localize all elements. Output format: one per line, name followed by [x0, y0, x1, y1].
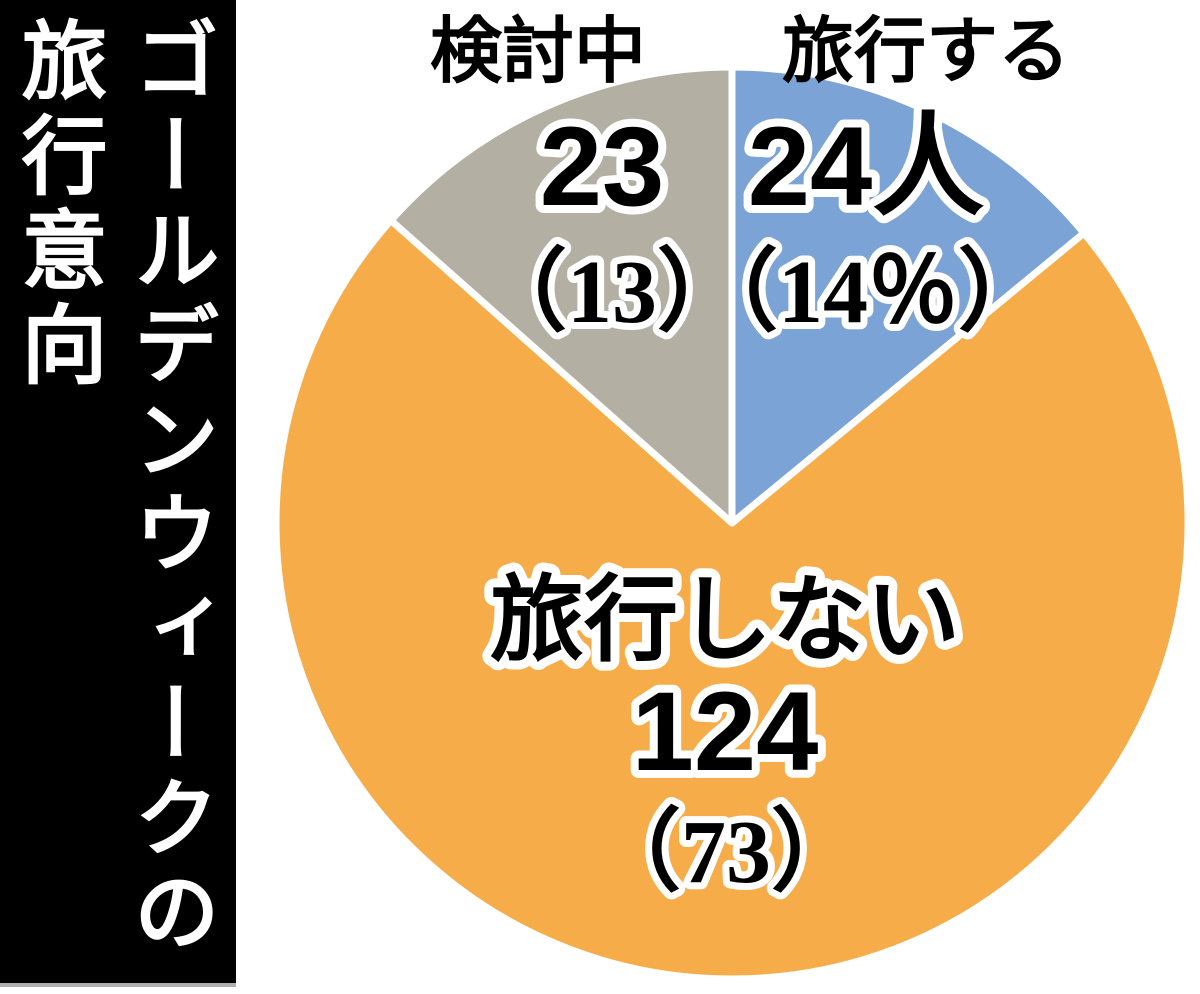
slice-percent-will-travel: （14％）: [688, 243, 1048, 342]
slice-value-considering: 23: [540, 104, 665, 229]
title-banner: ゴールデンウィークの 旅行意向: [0, 0, 236, 987]
pie-labels: 検討中 旅行する 23 （13） 24人 （14％） 旅行しない 124 （73…: [430, 12, 1070, 909]
slice-header-considering: 検討中: [430, 12, 646, 92]
slice-value-will-travel: 24人: [748, 104, 985, 229]
slice-value-wont-travel: 124: [632, 669, 819, 794]
pie-slice-1: [272, 216, 1192, 983]
chart-title-line-1: ゴールデンウィークの: [120, 16, 216, 962]
pie-slice-2: [387, 63, 736, 527]
slice-name-wont-travel: 旅行しない: [490, 567, 960, 672]
slice-percent-wont-travel: （73）: [591, 803, 861, 902]
slice-percent-considering: （13）: [477, 243, 747, 342]
pie-slices: [272, 63, 1192, 983]
chart-title-vertical: ゴールデンウィークの 旅行意向: [0, 0, 232, 983]
pie-chart: 検討中 旅行する 23 （13） 24人 （14％） 旅行しない 124 （73…: [272, 12, 1192, 983]
slice-header-will-travel: 旅行する: [782, 12, 1070, 92]
chart-title-line-2: 旅行意向: [8, 16, 104, 395]
pie-slice-0: [728, 63, 1088, 527]
